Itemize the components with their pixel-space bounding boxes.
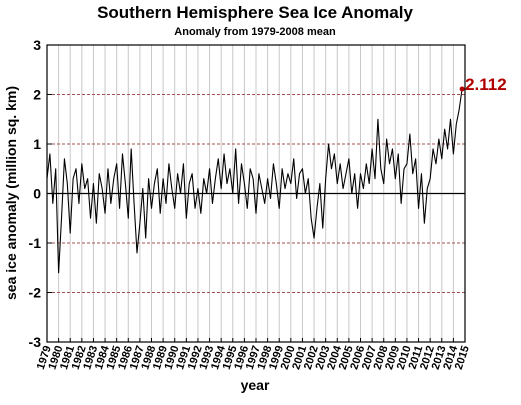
y-tick-label: 0: [33, 186, 41, 202]
data-line: [46, 88, 463, 274]
chart-title: Southern Hemisphere Sea Ice Anomaly: [97, 3, 413, 22]
y-tick-label: 2: [33, 87, 41, 103]
y-tick-label: -1: [29, 235, 42, 251]
y-tick-label: 3: [33, 37, 41, 53]
annotation-dot: [459, 86, 465, 92]
y-tick-label: -3: [29, 334, 42, 350]
y-axis-label: sea ice anomaly (million sq. km): [3, 86, 19, 300]
x-axis-label: year: [241, 377, 270, 393]
y-tick-label: 1: [33, 136, 41, 152]
y-tick-label: -2: [29, 285, 42, 301]
annotation-label: 2.112: [465, 75, 507, 94]
plot-frame: [46, 44, 466, 343]
chart-subtitle: Anomaly from 1979-2008 mean: [174, 26, 336, 38]
